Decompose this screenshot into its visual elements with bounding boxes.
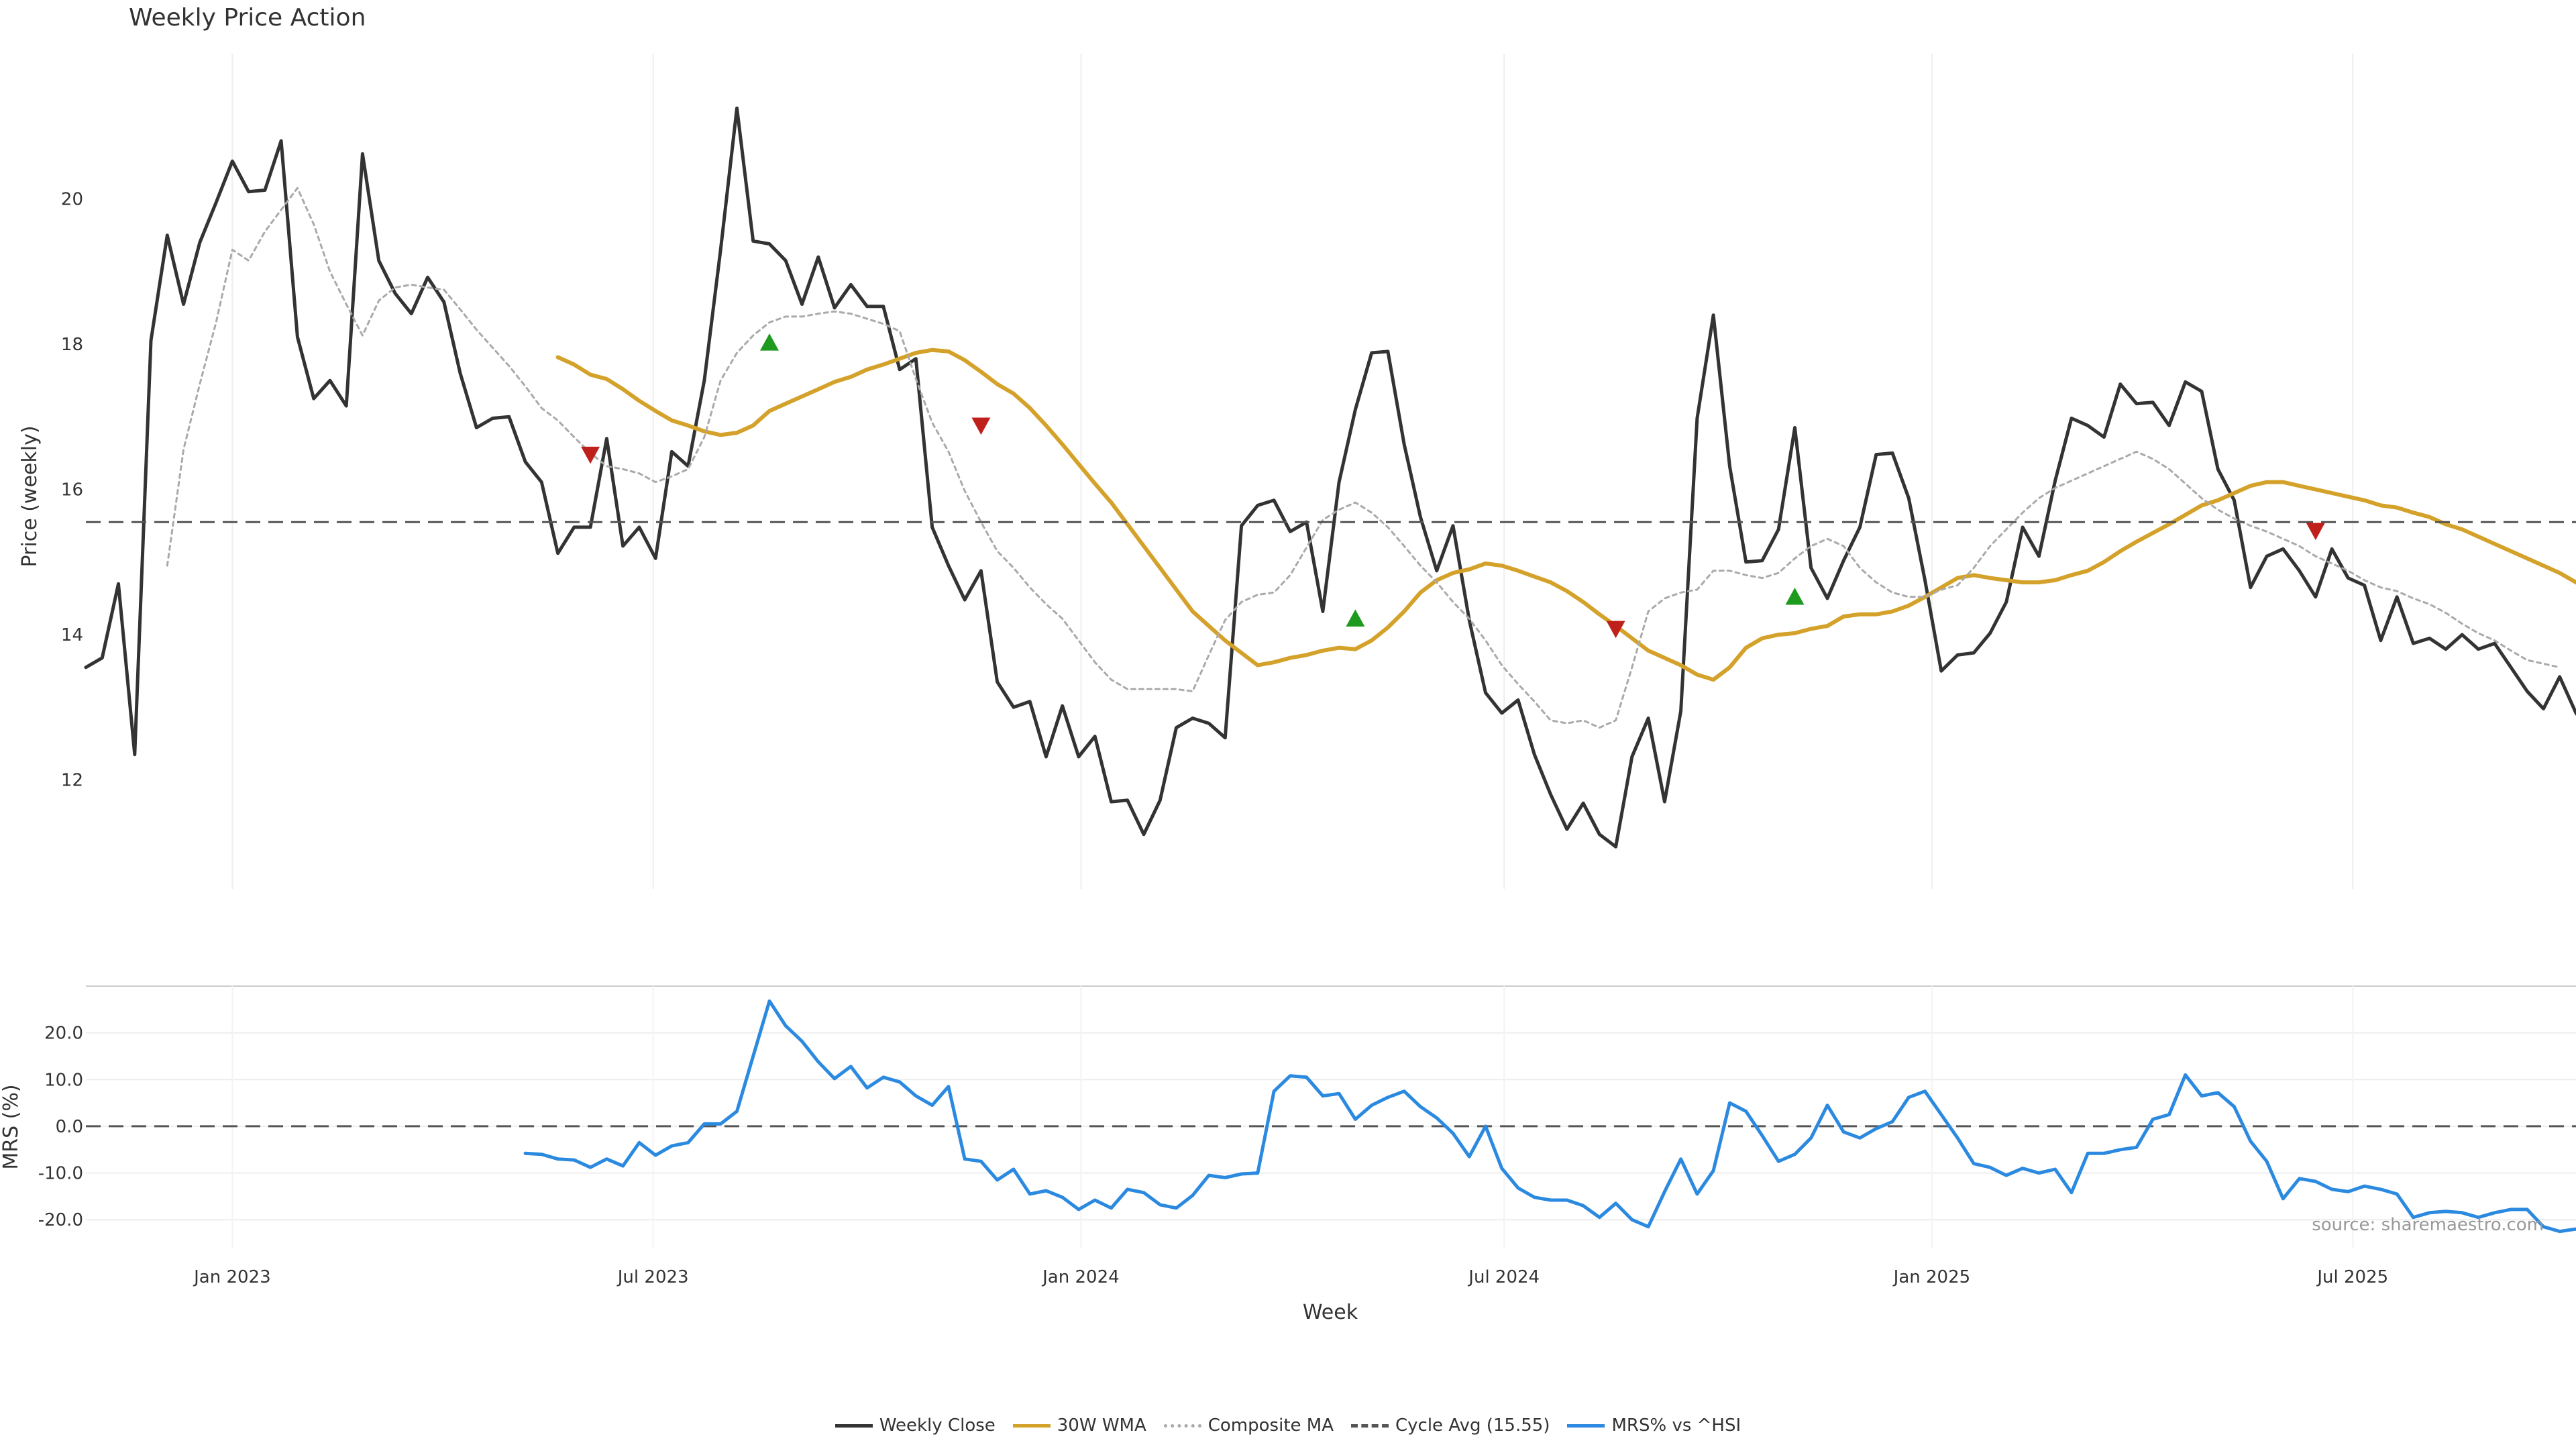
legend-label: MRS% vs ^HSI [1611,1415,1741,1436]
x-tick-label: Jan 2024 [1041,1267,1120,1287]
x-tick-label: Jan 2023 [193,1267,271,1287]
legend-label: Weekly Close [879,1415,996,1436]
legend-swatch [835,1424,873,1428]
mrs-y-tick-label: 20.0 [44,1024,83,1044]
price-y-tick-label: 20 [61,190,83,210]
legend-item: Cycle Avg (15.55) [1351,1415,1550,1436]
price-y-tick-label: 18 [61,335,83,355]
mrs-grid [86,985,2576,1248]
legend-item: Weekly Close [835,1415,996,1436]
30w-wma-line [555,347,2576,682]
price-y-tick-label: 16 [61,480,83,500]
weekly-close-line [84,106,2576,849]
axes-text: Jan 2023 Jul 2023 Jan 2024 Jul 2024 Jan 2025… [38,190,2388,1287]
price-grid [231,54,2354,889]
legend-label: 30W WMA [1057,1415,1146,1436]
sell-signal-marker [2306,523,2325,541]
x-tick-label: Jan 2025 [1892,1267,1971,1287]
mrs-y-axis-label: MRS (%) [0,1084,23,1169]
x-axis-label: Week [1303,1301,1358,1324]
legend-item: 30W WMA [1012,1415,1146,1436]
price-panel [84,106,2576,849]
legend-item: Composite MA [1163,1415,1334,1436]
legend-swatch [1567,1424,1605,1428]
x-tick-label: Jul 2023 [616,1267,689,1287]
legend-label: Cycle Avg (15.55) [1395,1415,1550,1436]
mrs-y-tick-label: -10.0 [38,1164,83,1184]
legend-label: Composite MA [1208,1415,1334,1436]
mrs-line [523,999,2576,1234]
legend: Weekly Close 30W WMA Composite MA Cycle Avg… [0,1415,2576,1436]
price-y-tick-label: 12 [61,771,83,791]
x-tick-label: Jul 2024 [1467,1267,1540,1287]
price-y-tick-label: 14 [61,625,83,645]
chart-title: Weekly Price Action [129,4,366,32]
x-tick-label: Jul 2025 [2316,1267,2388,1287]
mrs-y-tick-label: -20.0 [38,1210,83,1230]
buy-signal-marker [1785,587,1805,605]
composite-ma-line [166,186,2561,729]
mrs-y-tick-label: 0.0 [56,1117,83,1137]
legend-swatch [1351,1424,1389,1428]
legend-item: MRS% vs ^HSI [1567,1415,1741,1436]
price-y-axis-label: Price (weekly) [18,425,42,567]
source-annotation: source: sharemaestro.com [2312,1215,2544,1235]
legend-swatch [1163,1424,1201,1428]
legend-swatch [1012,1424,1051,1428]
sell-signal-marker [581,446,600,464]
buy-signal-marker [1346,609,1365,627]
mrs-panel [86,999,2576,1234]
sell-signal-marker [1606,621,1625,639]
mrs-y-tick-label: 10.0 [44,1070,83,1090]
sell-signal-marker [971,417,991,435]
buy-signal-marker [759,333,779,351]
